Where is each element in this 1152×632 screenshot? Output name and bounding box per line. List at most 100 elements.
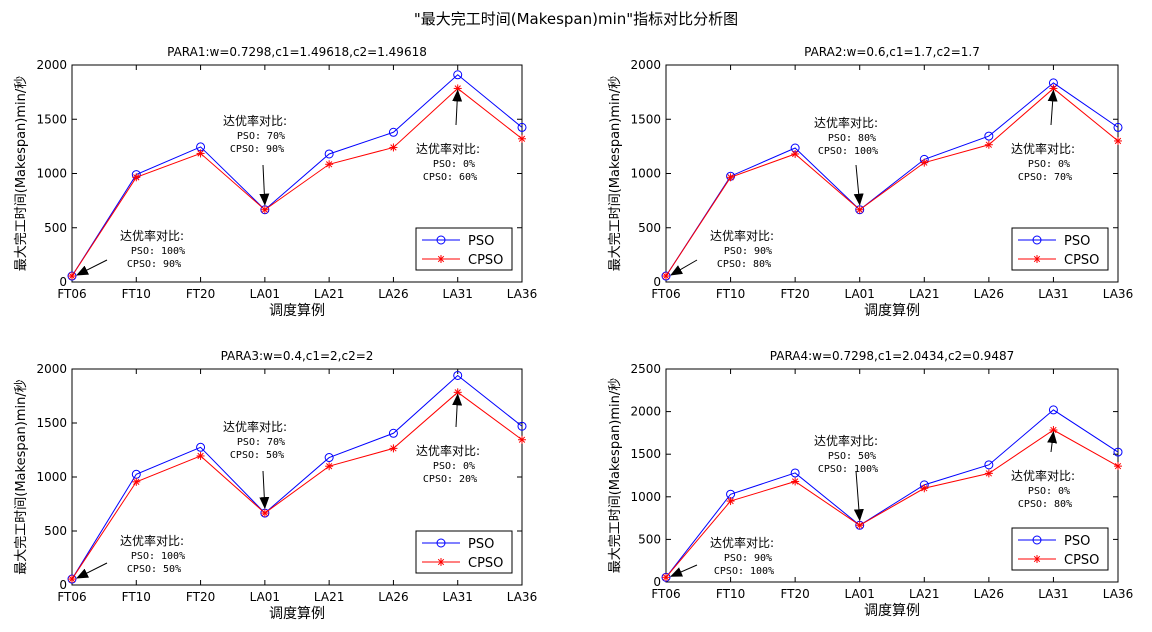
annotation-arrow (452, 393, 463, 428)
series-line-cpso (71, 391, 523, 580)
data-point-cpso (68, 272, 76, 281)
x-tick-label: FT10 (122, 590, 151, 604)
legend-marker-pso (1032, 535, 1042, 545)
annotation-arrow (452, 89, 463, 126)
annotation-arrow (1047, 431, 1058, 453)
y-tick-label: 1500 (36, 112, 67, 126)
data-point-cpso-d2 (68, 575, 76, 583)
data-point-cpso-d2 (727, 174, 734, 181)
x-tick-label: LA36 (507, 287, 537, 301)
y-tick-label: 2000 (36, 58, 67, 72)
series-cpso (68, 388, 526, 584)
x-tick-label: FT06 (651, 587, 680, 601)
data-point-cpso (518, 134, 526, 143)
data-point-cpso (325, 160, 334, 169)
annotation-3: 达优率对比: PSO: 0% CPSO: 20% (416, 393, 480, 485)
y-tick-label: 2500 (630, 362, 661, 376)
data-point-pso (984, 131, 994, 141)
legend-box (415, 227, 513, 271)
legend-marker-cpso (437, 558, 445, 566)
data-point-cpso-d2 (856, 522, 863, 529)
data-point-cpso (132, 477, 141, 486)
x-axis-label: 调度算例 (269, 303, 325, 319)
data-point-cpso-d2 (921, 159, 928, 166)
chart-panel-3: PARA3:w=0.4,c1=2,c2=2 0 500 1000 1500 2000 FT0… (14, 349, 537, 622)
data-point-pso (1048, 405, 1058, 415)
data-point-pso (1113, 447, 1123, 457)
data-point-cpso-d2 (325, 463, 333, 470)
annotation-heading: 达优率对比: (710, 535, 774, 550)
legend-marker-cpso-d2 (437, 255, 445, 263)
data-point-cpso-d2 (68, 272, 76, 280)
data-point-cpso-d2 (662, 272, 670, 280)
y-tick-label: 0 (653, 575, 661, 589)
x-tick-label: LA01 (844, 287, 874, 301)
data-point-cpso (1114, 462, 1122, 471)
annotation-cpso-rate: CPSO: 20% (423, 474, 477, 485)
legend-marker-pso (1032, 235, 1042, 245)
legend-label-pso: PSO (468, 537, 494, 552)
annotation-cpso-rate: CPSO: 100% (714, 566, 774, 577)
annotation-arrow (853, 470, 864, 522)
x-tick-label: FT20 (186, 287, 215, 301)
data-point-pso (388, 127, 398, 137)
data-point-cpso (68, 575, 76, 584)
annotation-arrow (853, 164, 864, 206)
data-point-cpso (855, 205, 864, 214)
x-tick-label: FT10 (716, 287, 745, 301)
annotation-arrow (259, 164, 270, 206)
x-tick-label: FT20 (780, 587, 809, 601)
data-point-pso (453, 70, 463, 80)
y-axis-label: 最大完工时间(Makespan)min/秒 (608, 76, 623, 272)
data-point-cpso-d2 (133, 478, 140, 486)
legend-label-pso: PSO (1064, 234, 1090, 249)
data-point-cpso-d2 (856, 206, 863, 213)
series-cpso (662, 84, 1122, 281)
data-point-cpso-d2 (390, 445, 397, 452)
legend-marker-cpso-d2 (1033, 255, 1041, 263)
plot-area (665, 368, 1119, 583)
data-point-cpso (984, 469, 993, 478)
data-point-cpso-d2 (727, 497, 734, 505)
annotation-1: 达优率对比: PSO: 100% CPSO: 50% (76, 533, 185, 579)
y-tick-label: 1000 (36, 167, 67, 181)
x-tick-label: FT20 (780, 287, 809, 301)
y-tick-label: 0 (59, 578, 67, 592)
data-point-cpso (920, 158, 929, 167)
x-tick-label: LA21 (314, 590, 344, 604)
data-point-cpso-d2 (791, 478, 799, 485)
annotation-heading: 达优率对比: (814, 433, 878, 448)
annotation-3: 达优率对比: PSO: 0% CPSO: 60% (416, 89, 480, 183)
x-tick-label: FT06 (57, 590, 86, 604)
data-point-cpso (662, 573, 670, 582)
x-tick-label: LA21 (314, 287, 344, 301)
data-point-cpso (855, 521, 864, 530)
legend-label-cpso: CPSO (1064, 553, 1099, 568)
series-line-cpso (71, 87, 523, 277)
annotation-2: 达优率对比: PSO: 70% CPSO: 90% (223, 113, 287, 206)
annotation-cpso-rate: CPSO: 50% (127, 564, 181, 575)
annotation-pso-rate: PSO: 100% (131, 246, 185, 257)
data-point-cpso-d2 (133, 174, 140, 181)
legend-marker-cpso (1033, 255, 1041, 263)
data-point-cpso (260, 205, 269, 214)
annotation-2: 达优率对比: PSO: 50% CPSO: 100% (814, 433, 878, 522)
x-tick-label: LA36 (1103, 287, 1133, 301)
y-tick-label: 1000 (630, 167, 661, 181)
annotation-3: 达优率对比: PSO: 0% CPSO: 80% (1011, 431, 1075, 510)
annotation-cpso-rate: CPSO: 80% (717, 259, 771, 270)
x-tick-label: LA26 (378, 590, 408, 604)
annotation-pso-rate: PSO: 0% (1028, 486, 1070, 497)
x-axis-label: 调度算例 (269, 606, 325, 622)
annotation-cpso-rate: CPSO: 80% (1018, 499, 1072, 510)
legend-box (1011, 227, 1109, 271)
annotation-cpso-rate: CPSO: 90% (127, 259, 181, 270)
x-tick-label: LA21 (909, 587, 939, 601)
annotation-cpso-rate: CPSO: 60% (423, 172, 477, 183)
y-tick-label: 2000 (630, 58, 661, 72)
data-point-pso (790, 468, 800, 478)
legend: PSO CPSO (415, 530, 513, 574)
data-point-cpso-d2 (791, 150, 799, 158)
annotation-pso-rate: PSO: 100% (131, 551, 185, 562)
